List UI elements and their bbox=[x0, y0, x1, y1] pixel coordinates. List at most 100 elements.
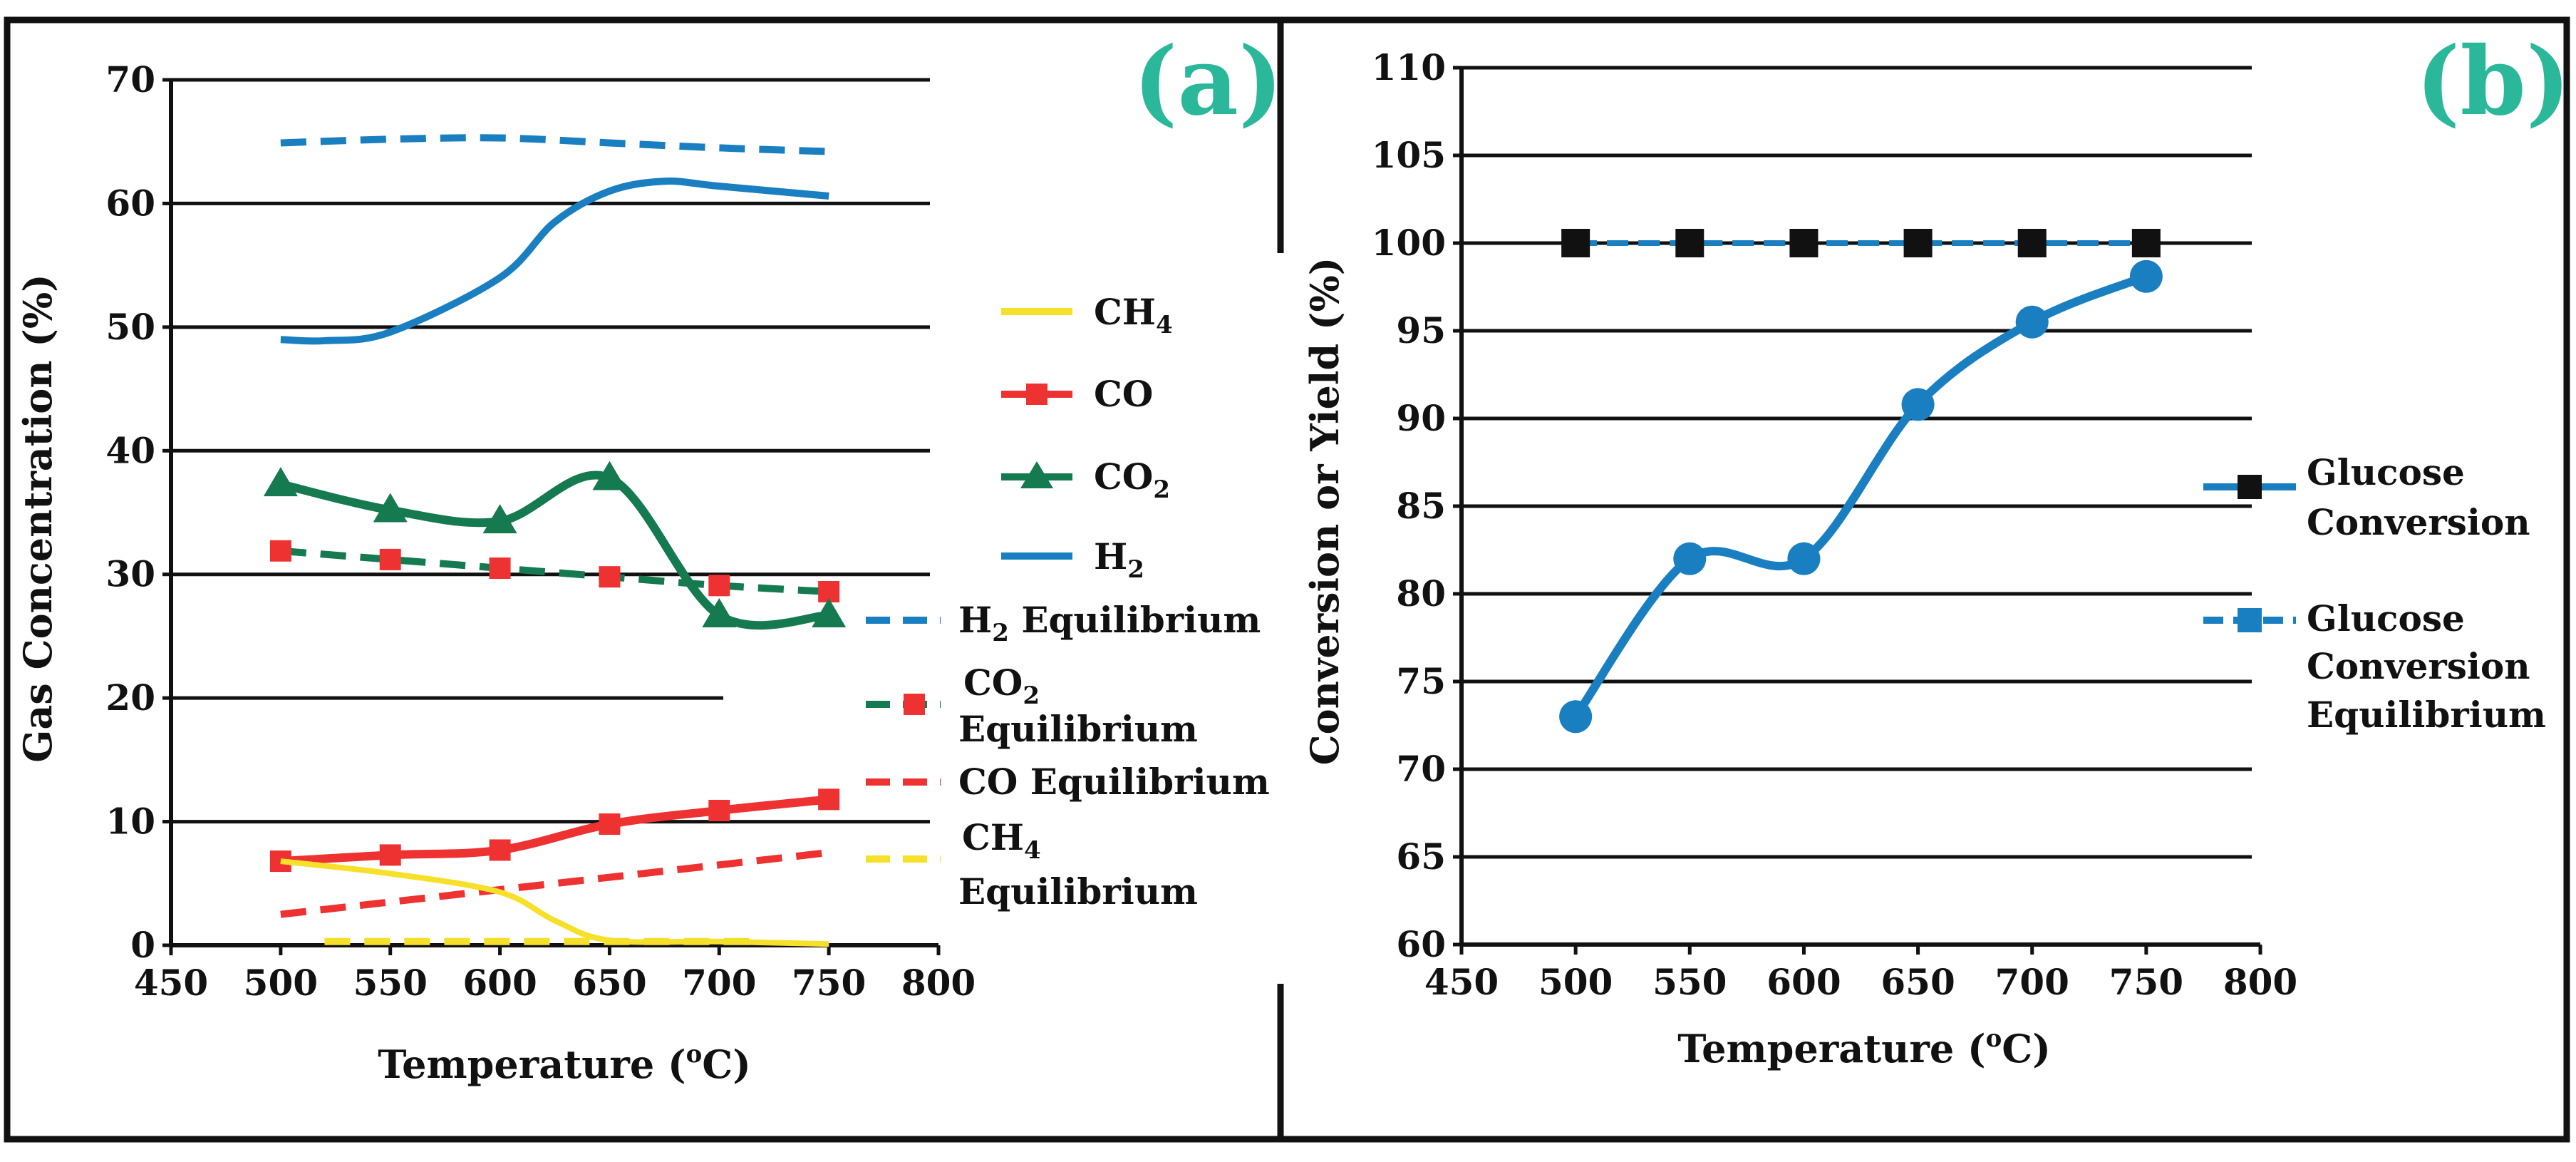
xtick-b-700: 700 bbox=[1995, 961, 2069, 1003]
marker-conveq-550 bbox=[1675, 229, 1705, 257]
marker-co2-600 bbox=[482, 504, 517, 534]
ytick-b-65: 65 bbox=[1396, 835, 1446, 878]
panel-letter-a: (a) bbox=[1133, 26, 1283, 137]
legend-h2eq-sub: 2 bbox=[992, 619, 1009, 647]
legend-co2-marker bbox=[1020, 461, 1053, 488]
legend-h2-sub: 2 bbox=[1127, 555, 1144, 584]
ytick-b-60: 60 bbox=[1396, 923, 1446, 965]
ytick-b-100: 100 bbox=[1372, 222, 1446, 264]
marker-conv-600 bbox=[1787, 542, 1821, 575]
legend-co2-name: CO bbox=[1094, 456, 1153, 498]
xtick-a-600: 600 bbox=[462, 962, 537, 1004]
legend-h2-label: H2 bbox=[1094, 535, 1144, 584]
ytick-b-75: 75 bbox=[1396, 660, 1446, 702]
legend-co-label: CO bbox=[1094, 373, 1153, 415]
legend-h2-name: H bbox=[1094, 535, 1127, 577]
xtick-a-800: 800 bbox=[901, 962, 976, 1004]
xtick-b-750: 750 bbox=[2109, 961, 2183, 1003]
xlabel-a-end: C) bbox=[702, 1042, 751, 1087]
legend-co2eq-sub: 2 bbox=[1023, 682, 1040, 710]
ytick-b-110: 110 bbox=[1372, 46, 1446, 88]
legend-conveq-name: Glucose bbox=[2307, 597, 2465, 639]
legend-co2eq-marker bbox=[904, 694, 925, 715]
ytick-b-70: 70 bbox=[1396, 748, 1446, 790]
series-line-ch4 bbox=[280, 858, 829, 947]
series-line-co2 bbox=[279, 471, 829, 630]
marker-co2eq-700 bbox=[708, 575, 730, 597]
xtick-a-750: 750 bbox=[792, 962, 866, 1004]
xtick-b-450: 450 bbox=[1424, 961, 1499, 1003]
marker-conveq-500 bbox=[1561, 229, 1590, 257]
xlabel-a-sup: o bbox=[686, 1040, 703, 1069]
figure-frame bbox=[4, 16, 2570, 1143]
marker-co2eq-550 bbox=[379, 548, 401, 570]
marker-co2eq-650 bbox=[599, 566, 621, 588]
marker-co-550 bbox=[379, 844, 401, 866]
legend-ch4-name: CH bbox=[1094, 291, 1156, 333]
ytick-a-0: 0 bbox=[130, 924, 155, 966]
series-line-h2eq bbox=[280, 134, 829, 155]
series-line-h2 bbox=[280, 178, 829, 345]
marker-co-650 bbox=[599, 813, 621, 835]
series-line-co2eq bbox=[280, 547, 829, 595]
legend-co2eq-suffix: Equilibrium bbox=[958, 708, 1198, 750]
ytick-a-40: 40 bbox=[105, 429, 155, 471]
marker-conv-550 bbox=[1673, 542, 1707, 575]
xtick-a-450: 450 bbox=[134, 962, 208, 1004]
ytick-b-95: 95 bbox=[1396, 309, 1446, 351]
marker-conveq-700 bbox=[2017, 229, 2047, 257]
legend-conv-name2: Conversion bbox=[2307, 501, 2530, 543]
xtick-a-500: 500 bbox=[244, 962, 318, 1004]
xtick-a-700: 700 bbox=[682, 962, 756, 1004]
legend-conv-name: Glucose bbox=[2307, 451, 2465, 493]
series-line-coeq bbox=[280, 848, 829, 918]
xtick-b-500: 500 bbox=[1538, 961, 1613, 1003]
series-line-conv bbox=[1572, 272, 2148, 719]
marker-co-600 bbox=[489, 839, 511, 861]
ytick-b-105: 105 bbox=[1372, 134, 1446, 176]
ytick-a-70: 70 bbox=[105, 58, 155, 101]
legend-h2eq-label: H2 Equilibrium bbox=[958, 599, 1261, 647]
marker-co2-650 bbox=[592, 461, 627, 490]
xtick-b-600: 600 bbox=[1767, 961, 1841, 1003]
legend-b: Glucose Conversion Glucose Conversion Eq… bbox=[2203, 451, 2546, 736]
legend-a: CH4 CO CO2 H2 H2 Equilibrium CO2 Equilib… bbox=[866, 291, 1270, 912]
xtick-b-550: 550 bbox=[1652, 961, 1727, 1003]
legend-ch4eq-suffix: Equilibrium bbox=[958, 870, 1198, 912]
marker-conveq-600 bbox=[1789, 229, 1819, 257]
legend-ch4-sub: 4 bbox=[1156, 311, 1173, 339]
legend-conveq-name2: Conversion bbox=[2307, 645, 2530, 687]
marker-co2-550 bbox=[373, 493, 408, 523]
marker-conveq-750 bbox=[2131, 229, 2161, 257]
marker-conv-700 bbox=[2015, 305, 2049, 339]
xlabel-b: Temperature (oC) bbox=[1677, 1024, 2051, 1071]
marker-co2eq-600 bbox=[489, 557, 511, 580]
ytick-a-20: 20 bbox=[105, 677, 155, 719]
xlabel-a: Temperature (oC) bbox=[378, 1040, 751, 1087]
xtick-b-800: 800 bbox=[2223, 961, 2297, 1003]
legend-co-marker bbox=[1026, 384, 1048, 405]
legend-conveq-marker bbox=[2238, 608, 2262, 632]
legend-co2-sub: 2 bbox=[1153, 475, 1170, 504]
marker-co-750 bbox=[818, 788, 840, 811]
marker-conveq-650 bbox=[1903, 229, 1933, 257]
ylabel-b: Conversion or Yield (%) bbox=[1302, 257, 1348, 766]
marker-co2-750 bbox=[812, 597, 847, 627]
legend-h2eq-name: H bbox=[958, 599, 992, 641]
xlabel-b-main: Temperature ( bbox=[1677, 1026, 1985, 1071]
legend-co2-label: CO2 bbox=[1094, 456, 1170, 504]
legend-ch4eq-label: CH4 bbox=[962, 816, 1041, 865]
xlabel-a-main: Temperature ( bbox=[378, 1042, 686, 1087]
ytick-b-80: 80 bbox=[1396, 572, 1446, 615]
legend-ch4-label: CH4 bbox=[1094, 291, 1173, 339]
marker-conv-650 bbox=[1901, 388, 1935, 421]
series-line-co bbox=[280, 795, 829, 866]
ytick-a-10: 10 bbox=[105, 801, 155, 843]
marker-co2-700 bbox=[702, 597, 737, 627]
xlabel-b-end: C) bbox=[2002, 1026, 2051, 1071]
xlabel-b-sup: o bbox=[1986, 1024, 2002, 1053]
legend-coeq-label: CO Equilibrium bbox=[958, 761, 1270, 803]
